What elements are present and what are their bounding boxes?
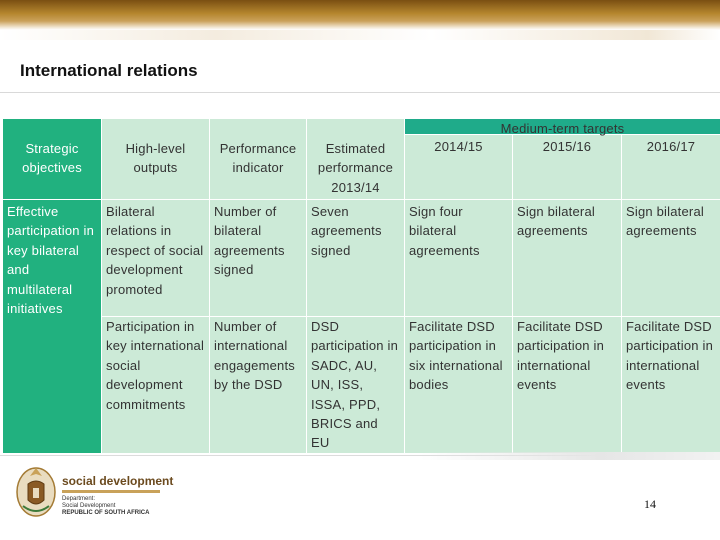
cell-indicator-2: Number of international engagements by t… <box>209 316 307 454</box>
logo-name: social development <box>62 474 174 488</box>
cell-target-2014-1: Sign four bilateral agreements <box>404 199 513 317</box>
table-span-header-row: Strategic objectives High-level outputs … <box>2 118 720 200</box>
header-2014-15: 2014/15 <box>404 134 513 200</box>
footer-divider <box>0 455 720 456</box>
cell-target-2015-1: Sign bilateral agreements <box>512 199 622 317</box>
header-performance-indicator: Performance indicator <box>209 118 307 200</box>
logo-department-label: Department: <box>62 496 96 502</box>
header-strategic-objectives: Strategic objectives <box>2 118 102 200</box>
cell-output-1: Bilateral relations in respect of social… <box>101 199 210 317</box>
header-medium-term-targets: Medium-term targets <box>404 118 720 136</box>
logo-divider <box>62 490 160 493</box>
table-row: Effective participation in key bilateral… <box>2 199 720 454</box>
cell-output-2: Participation in key international socia… <box>101 316 210 454</box>
header-estimated-performance: Estimated performance 2013/14 <box>306 118 405 200</box>
cell-target-2015-2: Facilitate DSD participation in internat… <box>512 316 622 454</box>
logo-department-name: Social Development <box>62 503 116 509</box>
cell-estimate-2: DSD participation in SADC, AU, UN, ISS, … <box>306 316 405 454</box>
cell-estimate-1: Seven agreements signed <box>306 199 405 317</box>
top-banner <box>0 0 720 40</box>
targets-table: Strategic objectives High-level outputs … <box>2 118 720 454</box>
title-divider <box>0 92 720 93</box>
header-high-level-outputs: High-level outputs <box>101 118 210 200</box>
cell-indicator-1: Number of bilateral agreements signed <box>209 199 307 317</box>
coat-of-arms-icon <box>16 467 56 517</box>
slide-title: International relations <box>20 61 198 80</box>
table-header-row: 2014/15 2015/16 2016/17 <box>3 134 720 200</box>
header-2016-17: 2016/17 <box>621 134 720 200</box>
table-row: Participation in key international socia… <box>3 316 720 454</box>
cell-target-2016-2: Facilitate DSD participation in internat… <box>621 316 720 454</box>
header-2015-16: 2015/16 <box>512 134 622 200</box>
logo-country: REPUBLIC OF SOUTH AFRICA <box>62 510 150 516</box>
cell-target-2016-1: Sign bilateral agreements <box>621 199 720 317</box>
cell-strategic-objective: Effective participation in key bilateral… <box>2 199 102 454</box>
page-number: 14 <box>644 497 656 511</box>
cell-target-2014-2: Facilitate DSD participation in six inte… <box>404 316 513 454</box>
medium-term-targets-label: Medium-term targets <box>500 121 625 136</box>
footer-shade <box>420 452 720 460</box>
